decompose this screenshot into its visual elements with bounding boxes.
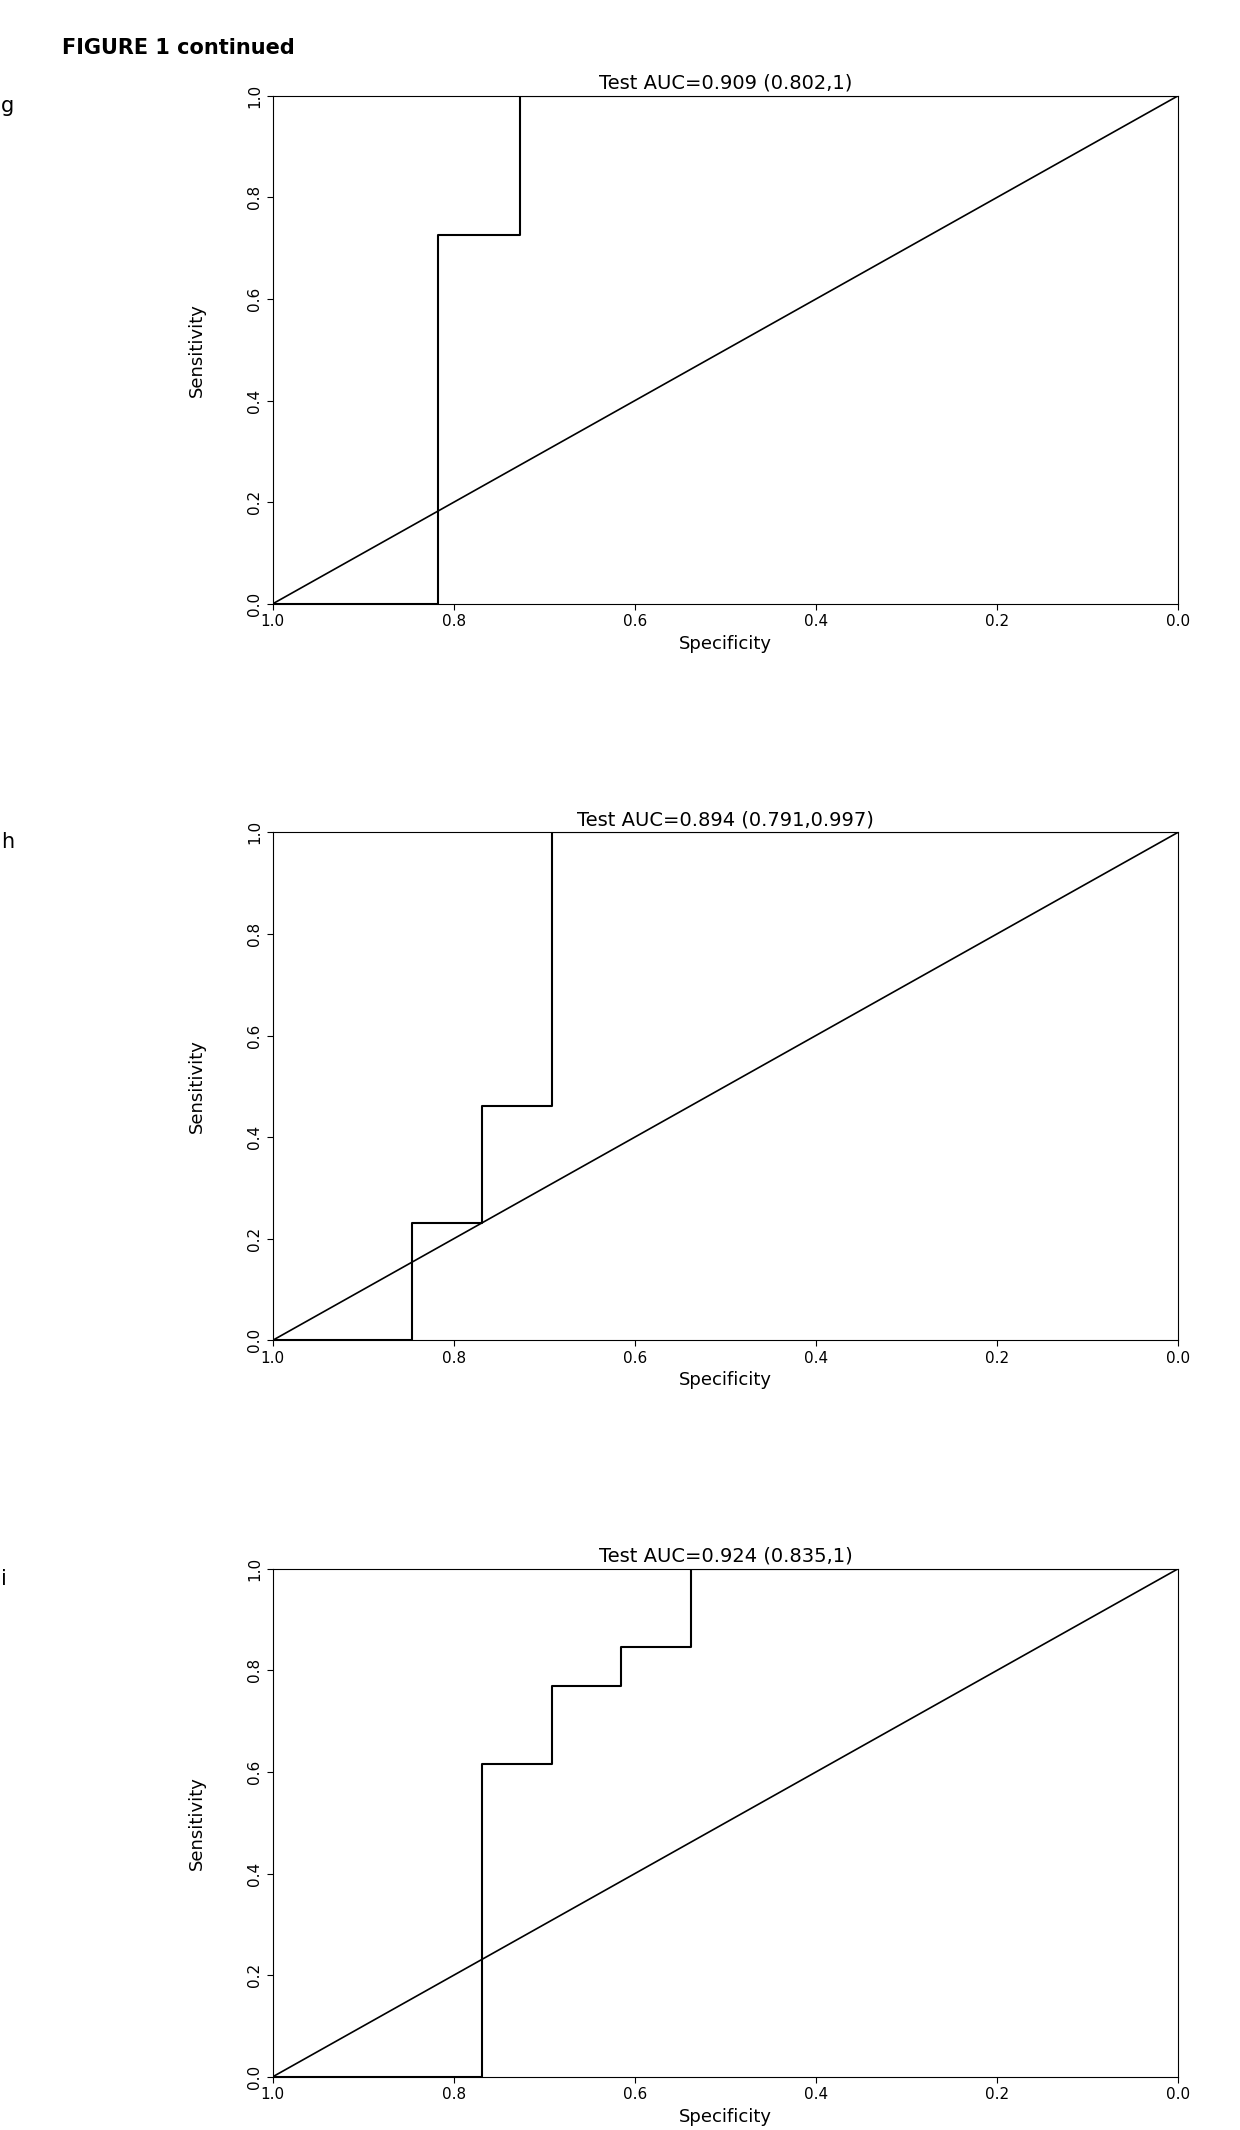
X-axis label: Specificity: Specificity — [680, 1372, 771, 1389]
Text: i: i — [1, 1570, 7, 1589]
X-axis label: Specificity: Specificity — [680, 635, 771, 652]
Y-axis label: Sensitivity: Sensitivity — [187, 302, 206, 396]
Y-axis label: Sensitivity: Sensitivity — [187, 1039, 206, 1133]
Y-axis label: Sensitivity: Sensitivity — [187, 1776, 206, 1870]
Title: Test AUC=0.909 (0.802,1): Test AUC=0.909 (0.802,1) — [599, 75, 852, 94]
Text: h: h — [1, 833, 15, 852]
Text: FIGURE 1 continued: FIGURE 1 continued — [62, 38, 295, 58]
Title: Test AUC=0.894 (0.791,0.997): Test AUC=0.894 (0.791,0.997) — [577, 809, 874, 829]
Text: g: g — [1, 96, 15, 115]
Title: Test AUC=0.924 (0.835,1): Test AUC=0.924 (0.835,1) — [599, 1546, 852, 1566]
X-axis label: Specificity: Specificity — [680, 2109, 771, 2126]
